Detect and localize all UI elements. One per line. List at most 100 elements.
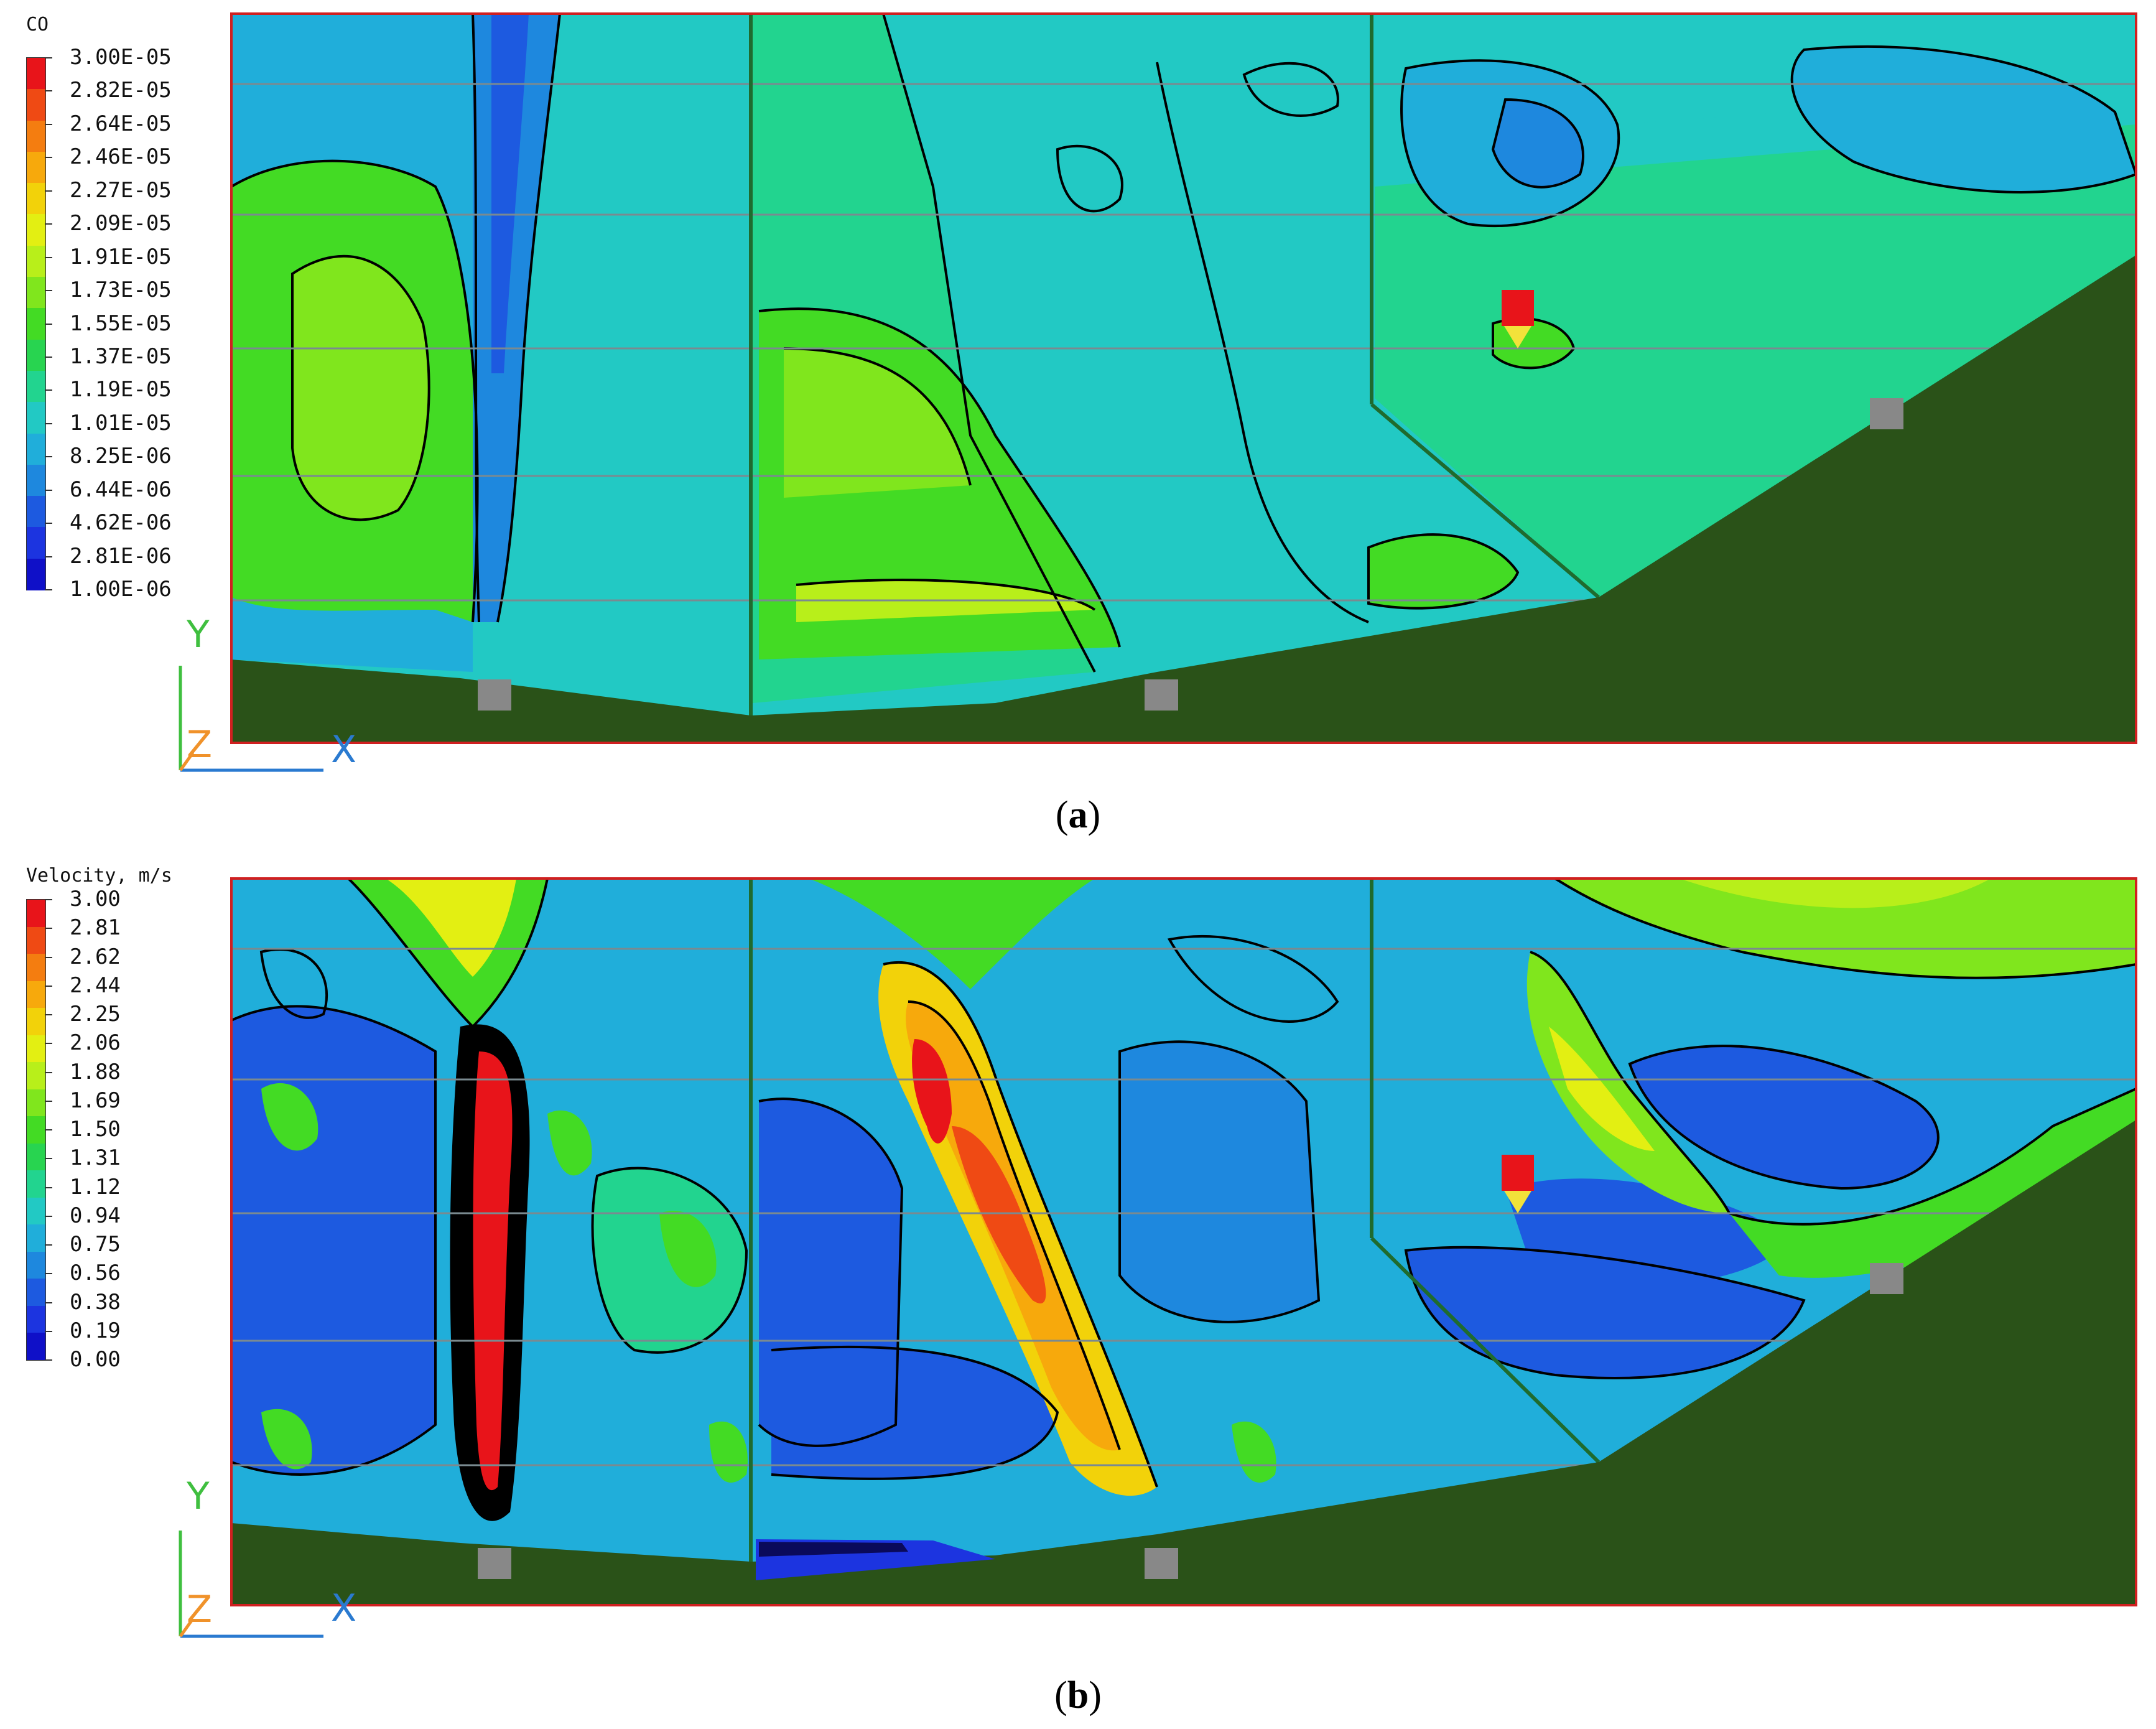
colorbar-segment <box>27 308 45 340</box>
legend-value: 0.19 <box>70 1318 121 1343</box>
legend-tick <box>45 985 52 987</box>
legend-tick <box>45 1014 52 1015</box>
axis-x-label: X <box>331 1587 357 1630</box>
legend-value: 4.62E-06 <box>70 510 172 536</box>
legend-tick <box>45 1100 52 1102</box>
axis-x-label: X <box>331 728 357 771</box>
legend-tick <box>45 389 52 391</box>
colorbar-segment <box>27 1116 45 1144</box>
legend-value: 1.00E-06 <box>70 577 172 602</box>
legend-value: 0.38 <box>70 1289 121 1315</box>
legend-tick <box>45 1186 52 1188</box>
legend-value: 1.55E-05 <box>70 310 172 336</box>
legend-tick <box>45 489 52 491</box>
legend-tick <box>45 57 52 58</box>
legend-tick <box>45 290 52 292</box>
legend-value: 2.46E-05 <box>70 144 172 170</box>
legend-value: 1.69 <box>70 1088 121 1113</box>
legend-tick <box>45 422 52 424</box>
legend-value: 1.01E-05 <box>70 410 172 436</box>
legend-value: 8.25E-06 <box>70 444 172 469</box>
colorbar-segment <box>27 339 45 371</box>
colorbar-segment <box>27 527 45 559</box>
legend-tick <box>45 523 52 524</box>
legend-tick <box>45 90 52 92</box>
colorbar-segment <box>27 900 45 927</box>
colorbar-segment <box>27 277 45 309</box>
caption-a: (a) <box>1055 794 1101 836</box>
legend-title: CO <box>26 14 49 35</box>
legend-tick <box>45 589 52 590</box>
legend-value: 1.73E-05 <box>70 277 172 303</box>
legend-value: 2.64E-05 <box>70 111 172 136</box>
colorbar-segment <box>27 402 45 434</box>
legend-tick <box>45 223 52 225</box>
legend-value: 2.62 <box>70 944 121 969</box>
legend-value: 2.09E-05 <box>70 211 172 236</box>
legend-tick <box>45 1071 52 1073</box>
colorbar-segment <box>27 151 45 184</box>
legend-tick <box>45 323 52 325</box>
colorbar-segment <box>27 1170 45 1198</box>
legend-tick <box>45 956 52 958</box>
legend-value: 1.50 <box>70 1117 121 1142</box>
legend-tick <box>45 1043 52 1045</box>
legend-tick <box>45 1158 52 1160</box>
colorbar-segment <box>27 58 45 90</box>
legend-value: 3.00 <box>70 887 121 911</box>
legend-tick <box>45 899 52 900</box>
colorbar-segment <box>27 558 45 590</box>
legend-value: 1.12 <box>70 1174 121 1200</box>
legend-value: 2.25 <box>70 1002 121 1027</box>
legend-tick <box>45 1359 52 1361</box>
legend-value: 2.44 <box>70 972 121 998</box>
axis-y-label: Y <box>187 613 210 656</box>
colorbar-segment <box>27 1197 45 1225</box>
legend-tick <box>45 456 52 458</box>
legend-value: 2.81E-06 <box>70 543 172 569</box>
colorbar-segment <box>27 1305 45 1333</box>
legend-value: 2.82E-05 <box>70 78 172 103</box>
legend-value: 6.44E-06 <box>70 477 172 502</box>
colorbar-segment <box>27 1143 45 1171</box>
colorbar-segment <box>27 954 45 982</box>
colorbar-segment <box>27 370 45 403</box>
legend-value: 1.91E-05 <box>70 244 172 269</box>
legend-tick <box>45 928 52 930</box>
legend-value: 1.31 <box>70 1145 121 1171</box>
colorbar-segment <box>27 245 45 277</box>
colorbar <box>26 57 46 590</box>
source-arrow <box>1504 1191 1531 1213</box>
colorbar-segment <box>27 1251 45 1279</box>
colorbar-segment <box>27 1008 45 1036</box>
sensor-marker <box>478 1548 511 1579</box>
axis-triad <box>179 666 323 772</box>
source-marker <box>1502 290 1534 326</box>
axis-z-label: Z <box>187 1588 213 1631</box>
legend-value: 0.94 <box>70 1203 121 1228</box>
sensor-marker <box>1145 1548 1178 1579</box>
legend-value: 2.06 <box>70 1030 121 1056</box>
legend-tick <box>45 1215 52 1217</box>
legend-tick <box>45 356 52 358</box>
source-marker <box>1502 1155 1534 1191</box>
legend-value: 1.88 <box>70 1059 121 1084</box>
legend-value: 2.27E-05 <box>70 177 172 203</box>
sensor-marker <box>478 679 511 711</box>
panel-a-co-concentration: CO 3.00E-05 2.82E-05 2.64E-05 2.46E-05 2.27E… <box>26 12 2137 836</box>
colorbar-segment <box>27 464 45 496</box>
legend-value: 2.81 <box>70 915 121 941</box>
legend-tick <box>45 1330 52 1332</box>
colorbar-segment <box>27 496 45 528</box>
legend-value: 1.19E-05 <box>70 377 172 403</box>
panel-b-velocity: Velocity, m/s 3.00 2.81 2.62 2.44 2.25 2.06 1.… <box>0 865 2156 1729</box>
velocity-contour-field <box>179 877 2137 1638</box>
legend-value: 3.00E-05 <box>70 45 172 70</box>
colorbar-segment <box>27 214 45 246</box>
colorbar-segment <box>27 183 45 215</box>
legend-tick <box>45 1302 52 1303</box>
colorbar-segment <box>27 926 45 954</box>
sensor-marker <box>1870 1263 1903 1294</box>
legend-value: 0.56 <box>70 1261 121 1286</box>
legend-value: 0.75 <box>70 1232 121 1257</box>
